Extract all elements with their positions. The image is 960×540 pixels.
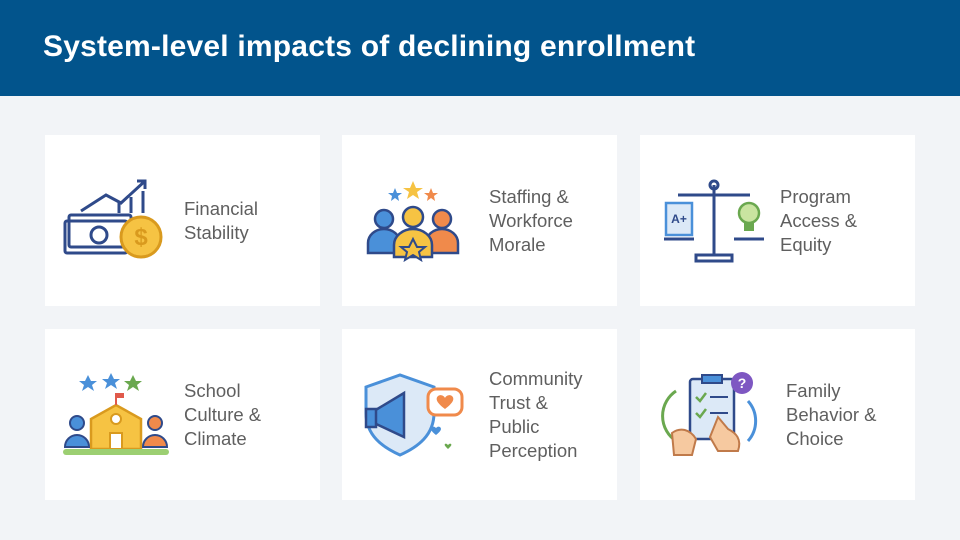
card-label: Program Access & Equity [780, 135, 857, 306]
label-line: Perception [489, 439, 578, 461]
card-label: School Culture & Climate [184, 329, 261, 500]
icon: ? [661, 372, 758, 456]
label-line: Culture & [184, 403, 262, 425]
title: System-level impacts of declining enroll… [43, 30, 696, 63]
label-line: Choice [786, 427, 844, 449]
label-line: Program [780, 185, 851, 207]
label-line: School [184, 379, 241, 401]
card-label: Family Behavior & Choice [786, 329, 877, 500]
card-label: Financial Stability [184, 135, 258, 306]
label-line: Equity [780, 233, 832, 255]
card-label: Community Trust & Public Perception [489, 329, 583, 500]
card: School Culture & Climate [45, 329, 320, 500]
label-line: Public [489, 415, 540, 437]
label-line: Workforce [489, 209, 573, 231]
label-line: Stability [184, 221, 249, 243]
card: Staffing & Workforce Morale [342, 135, 617, 306]
label-line: Family [786, 379, 841, 401]
card: A+ Program Access & Equity [640, 135, 915, 306]
label-line: Climate [184, 427, 247, 449]
label-line: Behavior & [786, 403, 877, 425]
label-line: Morale [489, 233, 546, 255]
svg-text:A+: A+ [671, 212, 687, 226]
label-line: Staffing & [489, 185, 569, 207]
label-line: Trust & [489, 391, 548, 413]
label-line: Financial [184, 197, 259, 219]
icon [63, 373, 169, 455]
svg-text:$: $ [134, 224, 148, 251]
header: System-level impacts of declining enroll… [0, 0, 960, 96]
card-label: Staffing & Workforce Morale [489, 135, 573, 306]
card: Community Trust & Public Perception [342, 329, 617, 500]
label-line: Access & [780, 209, 858, 231]
icon [366, 181, 460, 263]
icon: $ [63, 179, 163, 259]
card: ? Family Behavior & Choice [640, 329, 915, 500]
icon [364, 373, 464, 457]
icon: A+ [664, 179, 764, 263]
label-line: Community [489, 367, 583, 389]
card: $ Financial Stability [45, 135, 320, 306]
svg-text:?: ? [738, 375, 747, 391]
